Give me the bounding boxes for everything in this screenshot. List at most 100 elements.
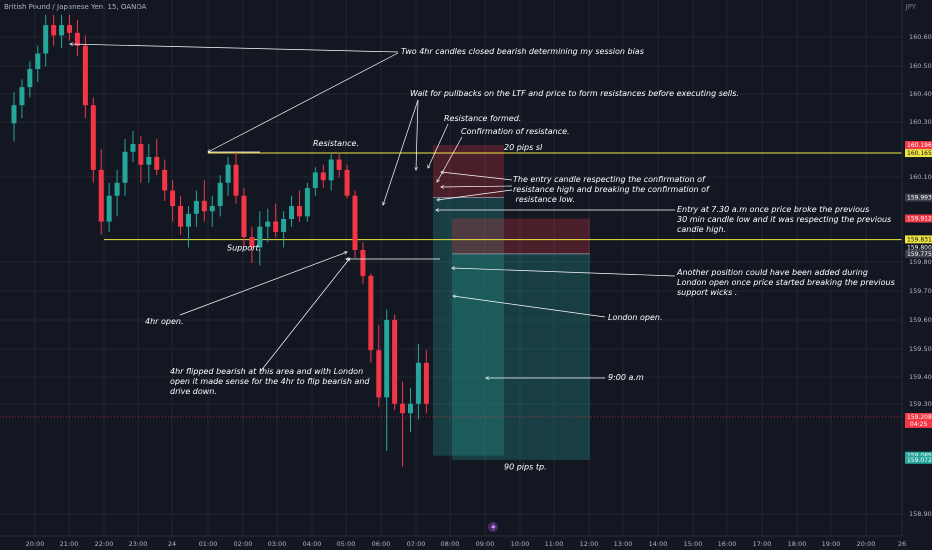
candle-body <box>241 195 247 238</box>
annotation-arrow <box>259 258 350 373</box>
time-tick-label: 10:00 <box>511 540 530 548</box>
price-label: 159.993 <box>907 195 932 202</box>
candle-body <box>225 164 231 183</box>
time-tick-label: 21:00 <box>60 540 79 548</box>
symbol-title: British Pound / Japanese Yen, 15, OANDA <box>4 3 147 11</box>
time-tick-label: 22:00 <box>95 540 114 548</box>
annotation-arrow <box>70 44 399 53</box>
candle-body <box>27 69 33 88</box>
time-tick-label: 26 <box>898 540 906 548</box>
candle-body <box>154 156 160 170</box>
annotation-text: Another position could have been added d… <box>676 268 895 297</box>
candle-body <box>415 362 421 404</box>
price-label-box <box>905 149 932 158</box>
annotation-arrow <box>208 52 399 152</box>
candle-body <box>336 159 342 170</box>
price-label-box <box>905 243 932 252</box>
time-tick-label: 12:00 <box>580 540 599 548</box>
price-label-box <box>905 235 932 244</box>
price-tick-label: 158.900 <box>909 510 932 518</box>
price-label-box <box>905 412 932 428</box>
candle-body <box>249 237 255 248</box>
candle-body <box>114 182 120 196</box>
annotation-arrow <box>441 172 513 181</box>
annotation-arrow <box>428 123 449 168</box>
candle-body <box>217 182 223 207</box>
annotation-text: The entry candle respecting the confirma… <box>513 175 710 204</box>
time-tick-label: 07:00 <box>407 540 426 548</box>
candle-body <box>296 206 302 217</box>
candle-body <box>273 221 279 232</box>
annotation-text: London open. <box>608 313 663 322</box>
annotation-text: Entry at 7.30 a.m once price broke the p… <box>677 205 891 234</box>
time-tick-label: 17:00 <box>753 540 772 548</box>
candle-body <box>59 25 65 36</box>
time-tick-label: 08:00 <box>441 540 460 548</box>
price-label: 159.208 <box>907 414 932 421</box>
candle-body <box>162 169 168 191</box>
stop-loss-zone <box>452 218 590 254</box>
lightning-icon[interactable] <box>488 522 498 532</box>
price-label-box <box>905 214 932 223</box>
time-tick-label: 20:00 <box>857 540 876 548</box>
time-tick-label: 05:00 <box>337 540 356 548</box>
price-label-box <box>905 451 932 460</box>
candle-body <box>233 164 239 196</box>
time-tick-label: 04:00 <box>303 540 322 548</box>
time-tick-label: 14:00 <box>649 540 668 548</box>
price-tick-label: 160.500 <box>909 62 932 70</box>
candle-body <box>130 144 136 152</box>
annotation-text: Wait for pullbacks on the LTF and price … <box>410 89 739 98</box>
time-tick-label: 19:00 <box>822 540 841 548</box>
currency-label[interactable]: JPY <box>905 3 916 11</box>
time-tick-label: 18:00 <box>788 540 807 548</box>
annotation-arrow <box>437 189 513 200</box>
price-tick-label: 160.100 <box>909 173 932 181</box>
time-tick-label: 23:00 <box>129 540 148 548</box>
price-tick-label: 159.500 <box>909 345 932 353</box>
annotation-arrow <box>383 99 419 205</box>
candle-body <box>376 350 382 398</box>
price-tick-label: 159.400 <box>909 373 932 381</box>
candle-body <box>392 319 398 404</box>
candle-body <box>185 213 191 227</box>
candle-body <box>320 172 326 181</box>
price-tick-label: 160.400 <box>909 90 932 98</box>
price-label: 160.165 <box>907 150 932 157</box>
candle-body <box>281 218 287 232</box>
annotation-text: Confirmation of resistance. <box>461 127 570 136</box>
time-tick-label: 20:00 <box>26 540 45 548</box>
candle-body <box>90 105 96 170</box>
price-tick-label: 159.600 <box>909 316 932 324</box>
time-tick-label: 24 <box>168 540 176 548</box>
time-tick-label: 06:00 <box>372 540 391 548</box>
time-tick-label: 16:00 <box>718 540 737 548</box>
price-label: 160.196 <box>907 142 932 149</box>
price-tick-label: 160.600 <box>909 33 932 41</box>
candle-body <box>368 275 374 351</box>
countdown-label: 04:25 <box>910 421 927 428</box>
time-tick-label: 09:00 <box>476 540 495 548</box>
candle-body <box>178 206 184 227</box>
candle-body <box>122 151 128 183</box>
price-label-box <box>905 249 932 258</box>
candle-body <box>328 159 334 181</box>
take-profit-zone <box>433 197 504 456</box>
candle-body <box>74 32 80 46</box>
price-label: 159.912 <box>907 215 932 222</box>
support-label: Support. <box>227 244 261 253</box>
candle-body <box>98 169 104 222</box>
resistance-label: Resistance. <box>313 139 359 148</box>
candle-body <box>408 403 413 414</box>
time-tick-label: 13:00 <box>614 540 633 548</box>
candle-body <box>360 250 366 276</box>
candle-body <box>67 25 73 33</box>
annotation-text: Two 4hr candles closed bearish determini… <box>401 47 644 56</box>
time-tick-label: 15:00 <box>684 540 703 548</box>
price-label: 159.800 <box>907 244 932 251</box>
candle-body <box>384 319 390 398</box>
price-label: 159.831 <box>907 236 932 243</box>
annotation-text: 4hr flipped bearish at this area and wit… <box>170 367 370 396</box>
annotation-arrow <box>437 136 463 182</box>
